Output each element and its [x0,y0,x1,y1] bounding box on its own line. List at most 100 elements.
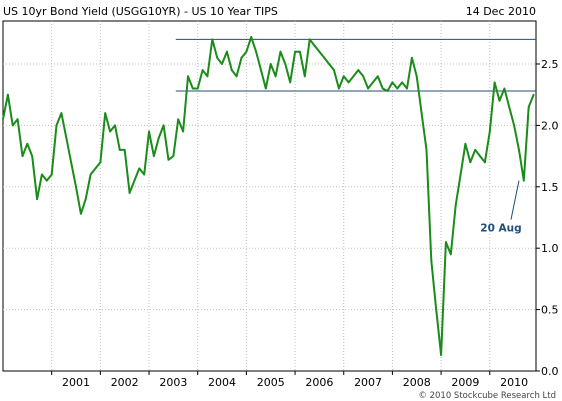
plot-frame [2,20,537,372]
data-point [367,87,369,90]
data-point [114,124,116,127]
data-point [357,69,360,72]
data-point [449,253,452,256]
data-point [226,50,228,53]
data-point [201,69,204,72]
data-point [138,167,141,170]
x-tick-label: 2005 [257,376,285,389]
data-point [347,81,350,84]
data-point [337,87,340,90]
data-point [269,63,272,65]
data-point [255,50,258,53]
x-tick-label: 2010 [500,376,528,389]
data-point [50,173,53,176]
x-tick-label: 2006 [305,376,333,389]
data-point [104,112,107,115]
y-tick-label: 2.0 [541,119,559,132]
x-tick-label: 2002 [111,376,139,389]
data-point [70,161,73,164]
x-tick-label: 2001 [62,376,90,389]
data-point [425,149,428,151]
data-point [522,179,525,182]
x-tick-label: 2009 [451,376,479,389]
copyright-notice: © 2010 Stockcube Research Ltd [418,391,556,401]
data-point [211,38,214,41]
data-point [36,198,38,200]
data-point [420,112,423,115]
data-point [391,81,394,84]
data-point [133,179,136,182]
data-point [55,124,58,127]
y-tick-label: 1.0 [541,242,559,255]
data-point [362,75,365,78]
annotations: 20 Aug [480,180,522,235]
data-point [488,130,491,133]
data-point [274,75,277,78]
data-point [299,50,301,53]
data-point [16,118,19,121]
data-point [333,69,335,72]
y-tick-label: 0.0 [541,365,559,378]
annotation-pointer [510,180,520,220]
data-point [182,130,185,133]
x-tick-label: 2004 [208,376,236,389]
data-point [75,185,77,188]
series-layer [2,36,535,356]
data-point [498,99,501,102]
data-point [167,158,170,161]
chart-date: 14 Dec 2010 [466,5,536,18]
data-point [459,173,462,176]
data-point [386,90,389,92]
data-point [440,354,442,356]
data-point [435,308,438,311]
data-point [503,87,506,90]
data-point [26,142,29,145]
data-point [469,161,472,164]
y-tick-label: 0.5 [541,304,559,317]
data-point [2,118,4,121]
data-point [216,56,219,59]
data-point [6,93,9,96]
data-point [372,81,374,84]
data-point [508,106,511,108]
data-point [221,63,223,65]
data-point [148,130,150,133]
data-point [328,63,331,65]
data-point [532,93,535,96]
data-point [401,81,404,84]
series-line [2,36,535,356]
data-point [187,75,189,78]
data-point [60,112,63,115]
data-point [31,155,34,157]
data-point [308,38,311,41]
data-point [318,50,321,53]
data-point [430,259,433,262]
data-point [177,118,180,121]
data-point [342,75,345,78]
data-point [289,81,292,84]
data-point [445,241,447,243]
data-point [196,87,199,90]
data-point [527,106,530,108]
data-point [84,198,87,200]
data-point [162,124,165,127]
data-point [245,50,248,53]
data-point [313,44,316,47]
data-point [65,136,68,139]
reference-lines [175,38,536,92]
data-point [143,173,146,176]
data-point [415,75,418,78]
x-tick-label: 2003 [159,376,187,389]
data-point [406,87,408,90]
data-point [45,179,48,182]
data-point [11,124,14,127]
data-point [152,155,155,157]
data-point [157,136,160,139]
data-point [493,81,496,84]
annotation-label: 20 Aug [480,223,521,235]
data-point [474,149,477,151]
data-point [479,155,481,157]
data-point [410,56,413,59]
data-point [294,50,296,53]
